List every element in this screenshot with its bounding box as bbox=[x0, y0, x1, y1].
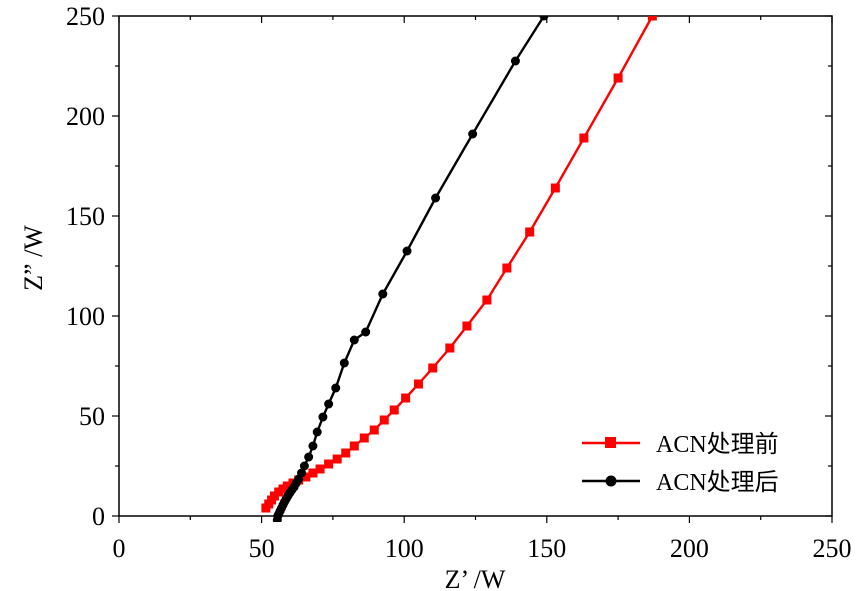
x-tick-label: 100 bbox=[385, 534, 424, 563]
data-point-square bbox=[324, 459, 334, 469]
data-point-square bbox=[301, 472, 311, 482]
data-point-square bbox=[613, 73, 623, 83]
x-tick-label: 200 bbox=[670, 534, 709, 563]
data-point-square bbox=[445, 343, 455, 353]
data-point-circle bbox=[297, 468, 307, 478]
axis-tick-labels: 0 50 100 150 200 250 0 50 100 150 200 250 bbox=[66, 2, 852, 563]
data-point-circle bbox=[324, 399, 334, 409]
y-tick-label: 0 bbox=[92, 502, 105, 531]
data-point-circle bbox=[312, 427, 322, 437]
y-tick-label: 200 bbox=[66, 102, 105, 131]
x-axis-label: Z’ /W bbox=[445, 565, 506, 591]
data-point-square bbox=[647, 16, 657, 21]
y-tick-label: 50 bbox=[79, 402, 105, 431]
data-point-circle bbox=[378, 289, 388, 299]
legend-label-series-1: ACN处理前 bbox=[656, 431, 779, 458]
data-point-square bbox=[428, 363, 438, 373]
data-point-square bbox=[349, 441, 359, 451]
y-tick-label: 150 bbox=[66, 202, 105, 231]
data-point-square bbox=[550, 183, 560, 193]
data-point-square bbox=[332, 454, 342, 464]
data-point-square bbox=[379, 415, 389, 425]
data-point-square bbox=[482, 295, 492, 305]
legend: ACN处理前 ACN处理后 bbox=[582, 431, 779, 496]
series-line bbox=[264, 16, 654, 509]
data-point-square bbox=[525, 227, 535, 237]
data-point-circle bbox=[468, 129, 478, 139]
data-point-square bbox=[401, 393, 411, 403]
data-point-circle bbox=[339, 358, 349, 368]
series-1 bbox=[261, 16, 657, 513]
x-tick-label: 250 bbox=[813, 534, 852, 563]
data-point-square bbox=[341, 448, 351, 458]
data-point-square bbox=[413, 379, 423, 389]
data-point-square bbox=[579, 133, 589, 143]
data-point-circle bbox=[318, 412, 328, 422]
data-point-square bbox=[462, 321, 472, 331]
data-point-square bbox=[315, 464, 325, 474]
data-point-square bbox=[389, 405, 399, 415]
data-point-circle bbox=[304, 452, 314, 462]
data-point-circle bbox=[539, 16, 549, 21]
data-point-square bbox=[282, 481, 292, 491]
data-point-square bbox=[308, 468, 318, 478]
series-2 bbox=[272, 16, 549, 522]
x-tick-label: 50 bbox=[249, 534, 275, 563]
data-point-circle bbox=[349, 335, 359, 345]
y-axis-label: Z” /W bbox=[19, 225, 48, 291]
data-point-circle bbox=[510, 56, 520, 66]
data-point-circle bbox=[361, 327, 371, 337]
data-point-circle bbox=[331, 383, 341, 393]
y-tick-label: 100 bbox=[66, 302, 105, 331]
series-layer bbox=[261, 16, 657, 522]
data-point-circle bbox=[431, 193, 441, 203]
data-point-square bbox=[502, 263, 512, 273]
data-point-circle bbox=[402, 246, 412, 256]
legend-marker-series-1 bbox=[605, 437, 616, 448]
legend-marker-series-2 bbox=[605, 475, 617, 487]
data-point-square bbox=[359, 433, 369, 443]
data-point-circle bbox=[308, 441, 318, 451]
x-tick-label: 150 bbox=[527, 534, 566, 563]
x-tick-label: 0 bbox=[113, 534, 126, 563]
legend-label-series-2: ACN处理后 bbox=[656, 469, 779, 496]
data-point-square bbox=[369, 425, 379, 435]
axis-ticks bbox=[112, 15, 833, 523]
data-point-circle bbox=[299, 461, 309, 471]
y-tick-label: 250 bbox=[66, 2, 105, 31]
